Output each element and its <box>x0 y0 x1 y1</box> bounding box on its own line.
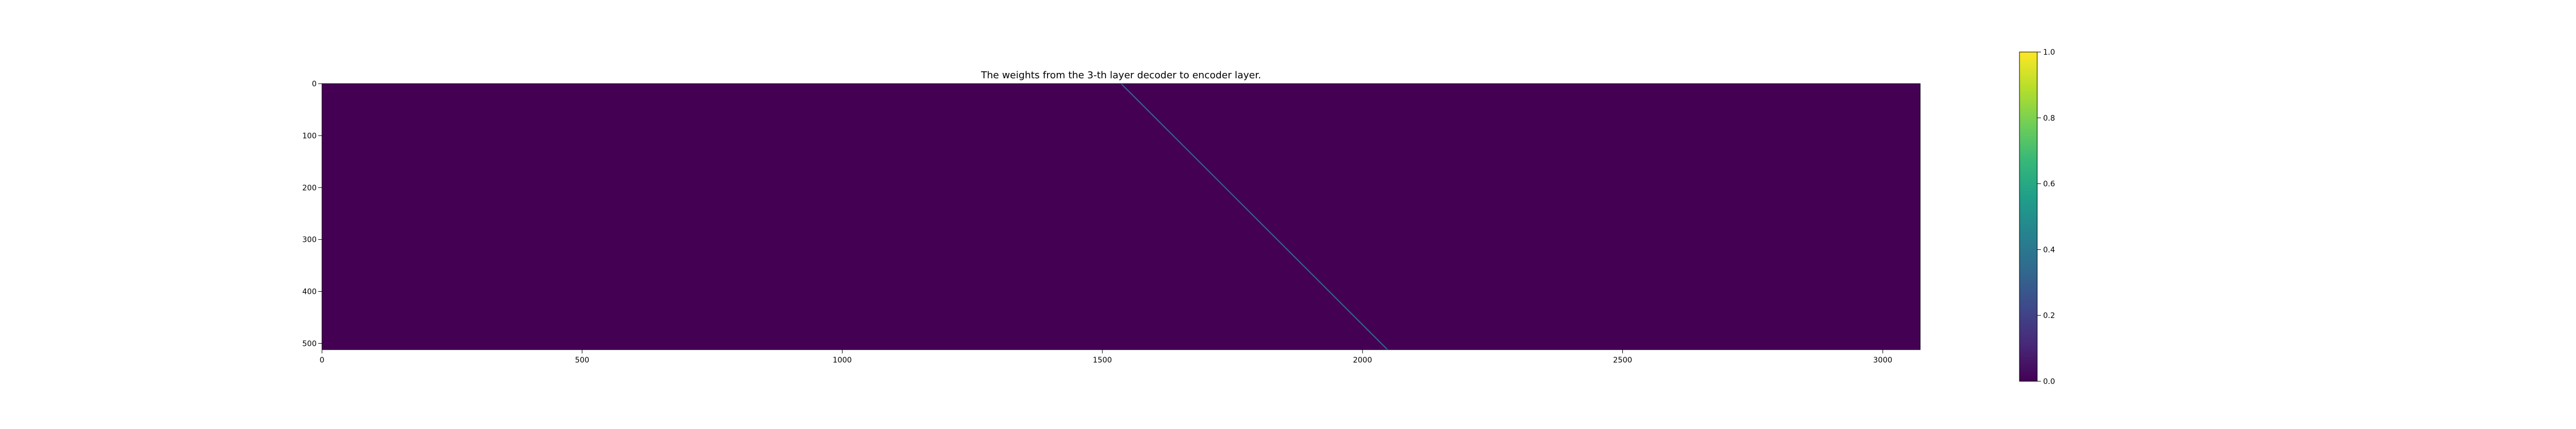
colorbar-gradient <box>2019 51 2038 382</box>
y-tick-label: 0 <box>312 80 317 88</box>
colorbar-tick-label: 1.0 <box>2043 48 2055 57</box>
y-tick-label: 400 <box>302 288 317 297</box>
heatmap-plot <box>321 83 1921 350</box>
chart-title: The weights from the 3-th layer decoder … <box>980 70 1261 81</box>
x-tick-label: 2500 <box>1613 356 1633 365</box>
x-tick-label: 3000 <box>1873 356 1892 365</box>
x-axis: 0 500 1000 1500 2000 2500 3000 <box>320 350 1892 365</box>
colorbar-tick-label: 0.6 <box>2043 180 2055 189</box>
heatmap-background <box>322 84 1920 350</box>
y-axis: 0 100 200 300 400 500 <box>302 80 322 348</box>
colorbar-tick-label: 0.4 <box>2043 246 2055 254</box>
x-tick-label: 1000 <box>833 356 852 365</box>
y-tick-label: 100 <box>302 132 317 140</box>
y-tick-label: 500 <box>302 339 317 348</box>
colorbar: 0.0 0.2 0.4 0.6 0.8 1.0 <box>2019 48 2055 386</box>
y-tick-label: 200 <box>302 184 317 193</box>
colorbar-tick-label: 0.2 <box>2043 312 2055 320</box>
x-tick-label: 2000 <box>1353 356 1372 365</box>
heatmap-diagonal-band <box>1121 84 1388 350</box>
x-tick-label: 1500 <box>1093 356 1112 365</box>
colorbar-tick-label: 0.0 <box>2043 378 2055 386</box>
x-tick-label: 500 <box>575 356 589 365</box>
plot-frame <box>321 83 1921 350</box>
y-tick-label: 300 <box>302 236 317 245</box>
x-tick-label: 0 <box>320 356 325 365</box>
colorbar-tick-label: 0.8 <box>2043 114 2055 123</box>
